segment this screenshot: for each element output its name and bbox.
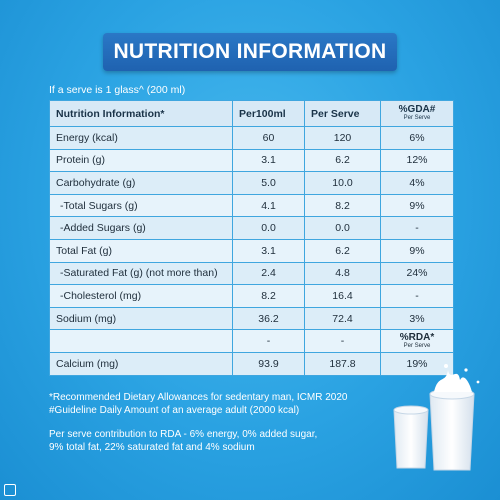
row-per100: 60 <box>232 126 305 150</box>
row-pct: 9% <box>380 193 454 218</box>
milk-splash <box>434 370 472 392</box>
row-per100: 2.4 <box>232 261 305 286</box>
footnote-contribution-1: Per serve contribution to RDA - 6% energ… <box>49 429 318 440</box>
row-pct: - <box>380 284 454 308</box>
rda-sublabel: Per Serve <box>403 342 431 349</box>
row-name: -Saturated Fat (g) (not more than) <box>49 261 233 286</box>
row-perserve: 4.8 <box>304 261 381 286</box>
table-row: Carbohydrate (g) 5.0 10.0 4% <box>49 171 454 195</box>
milk-glass-back <box>393 409 429 469</box>
header-nutrition-information: Nutrition Information* <box>49 100 233 127</box>
page-title: NUTRITION INFORMATION <box>103 33 397 71</box>
row-name: Carbohydrate (g) <box>49 171 233 195</box>
row-name: Calcium (mg) <box>49 351 233 376</box>
row-name <box>49 329 233 353</box>
header-gda: %GDA# Per Serve <box>380 100 454 127</box>
row-name: Sodium (mg) <box>49 306 233 331</box>
row-per100: 5.0 <box>232 171 305 195</box>
row-per100: 93.9 <box>232 351 305 376</box>
footnote-rda: *Recommended Dietary Allowances for sede… <box>49 392 348 403</box>
row-pct: 24% <box>380 261 454 286</box>
row-perserve: 6.2 <box>304 238 381 263</box>
footnote-contribution-2: 9% total fat, 22% saturated fat and 4% s… <box>49 441 255 453</box>
row-per100: 36.2 <box>232 306 305 331</box>
row-perserve: 6.2 <box>304 148 381 173</box>
row-perserve: 120 <box>304 126 381 150</box>
row-perserve: 0.0 <box>304 216 381 240</box>
corner-mark <box>4 484 16 496</box>
row-pct: 3% <box>380 306 454 331</box>
row-pct: 6% <box>380 126 454 150</box>
header-per-serve: Per Serve <box>304 100 381 127</box>
row-name: -Total Sugars (g) <box>49 193 233 218</box>
row-perserve: 16.4 <box>304 284 381 308</box>
table-row: -Cholesterol (mg) 8.2 16.4 - <box>49 284 454 308</box>
milk-glass-front <box>429 393 475 471</box>
gda-label: %GDA# <box>398 104 436 115</box>
row-name: Total Fat (g) <box>49 238 233 263</box>
table-row: Calcium (mg) 93.9 187.8 19% <box>49 351 454 376</box>
table-row: Energy (kcal) 60 120 6% <box>49 126 454 150</box>
row-per100: - <box>232 329 305 353</box>
row-per100: 0.0 <box>232 216 305 240</box>
nutrition-table: Nutrition Information* Per100ml Per Serv… <box>49 100 454 376</box>
milk-glasses-illustration <box>393 364 480 471</box>
row-name: -Cholesterol (mg) <box>49 284 233 308</box>
table-row: -Total Sugars (g) 4.1 8.2 9% <box>49 193 454 218</box>
footnote-gda: #Guideline Daily Amount of an average ad… <box>49 404 300 416</box>
row-perserve: 187.8 <box>304 351 381 376</box>
row-name: Protein (g) <box>49 148 233 173</box>
rda-header: %RDA* Per Serve <box>380 329 454 353</box>
row-perserve: 72.4 <box>304 306 381 331</box>
serve-note: If a serve is 1 glass^ (200 ml) <box>49 84 186 96</box>
row-perserve: 8.2 <box>304 193 381 218</box>
row-per100: 3.1 <box>232 148 305 173</box>
table-row: -Added Sugars (g) 0.0 0.0 - <box>49 216 454 240</box>
row-name: Energy (kcal) <box>49 126 233 150</box>
row-pct: 12% <box>380 148 454 173</box>
table-row: Sodium (mg) 36.2 72.4 3% <box>49 306 454 331</box>
row-per100: 8.2 <box>232 284 305 308</box>
gda-sublabel: Per Serve <box>403 115 431 121</box>
row-pct: 4% <box>380 171 454 195</box>
row-pct: 19% <box>380 351 454 376</box>
header-per-100ml: Per100ml <box>232 100 305 127</box>
row-pct: - <box>380 216 454 240</box>
table-row: Protein (g) 3.1 6.2 12% <box>49 148 454 173</box>
table-row-rda-header: - - %RDA* Per Serve <box>49 329 454 353</box>
row-name: -Added Sugars (g) <box>49 216 233 240</box>
row-perserve: 10.0 <box>304 171 381 195</box>
footnotes: *Recommended Dietary Allowances for sede… <box>49 392 347 454</box>
row-perserve: - <box>304 329 381 353</box>
row-pct: 9% <box>380 238 454 263</box>
table-row: Total Fat (g) 3.1 6.2 9% <box>49 238 454 263</box>
table-row: -Saturated Fat (g) (not more than) 2.4 4… <box>49 261 454 286</box>
rda-label: %RDA* <box>399 331 435 343</box>
row-per100: 3.1 <box>232 238 305 263</box>
table-header-row: Nutrition Information* Per100ml Per Serv… <box>49 100 454 127</box>
row-per100: 4.1 <box>232 193 305 218</box>
